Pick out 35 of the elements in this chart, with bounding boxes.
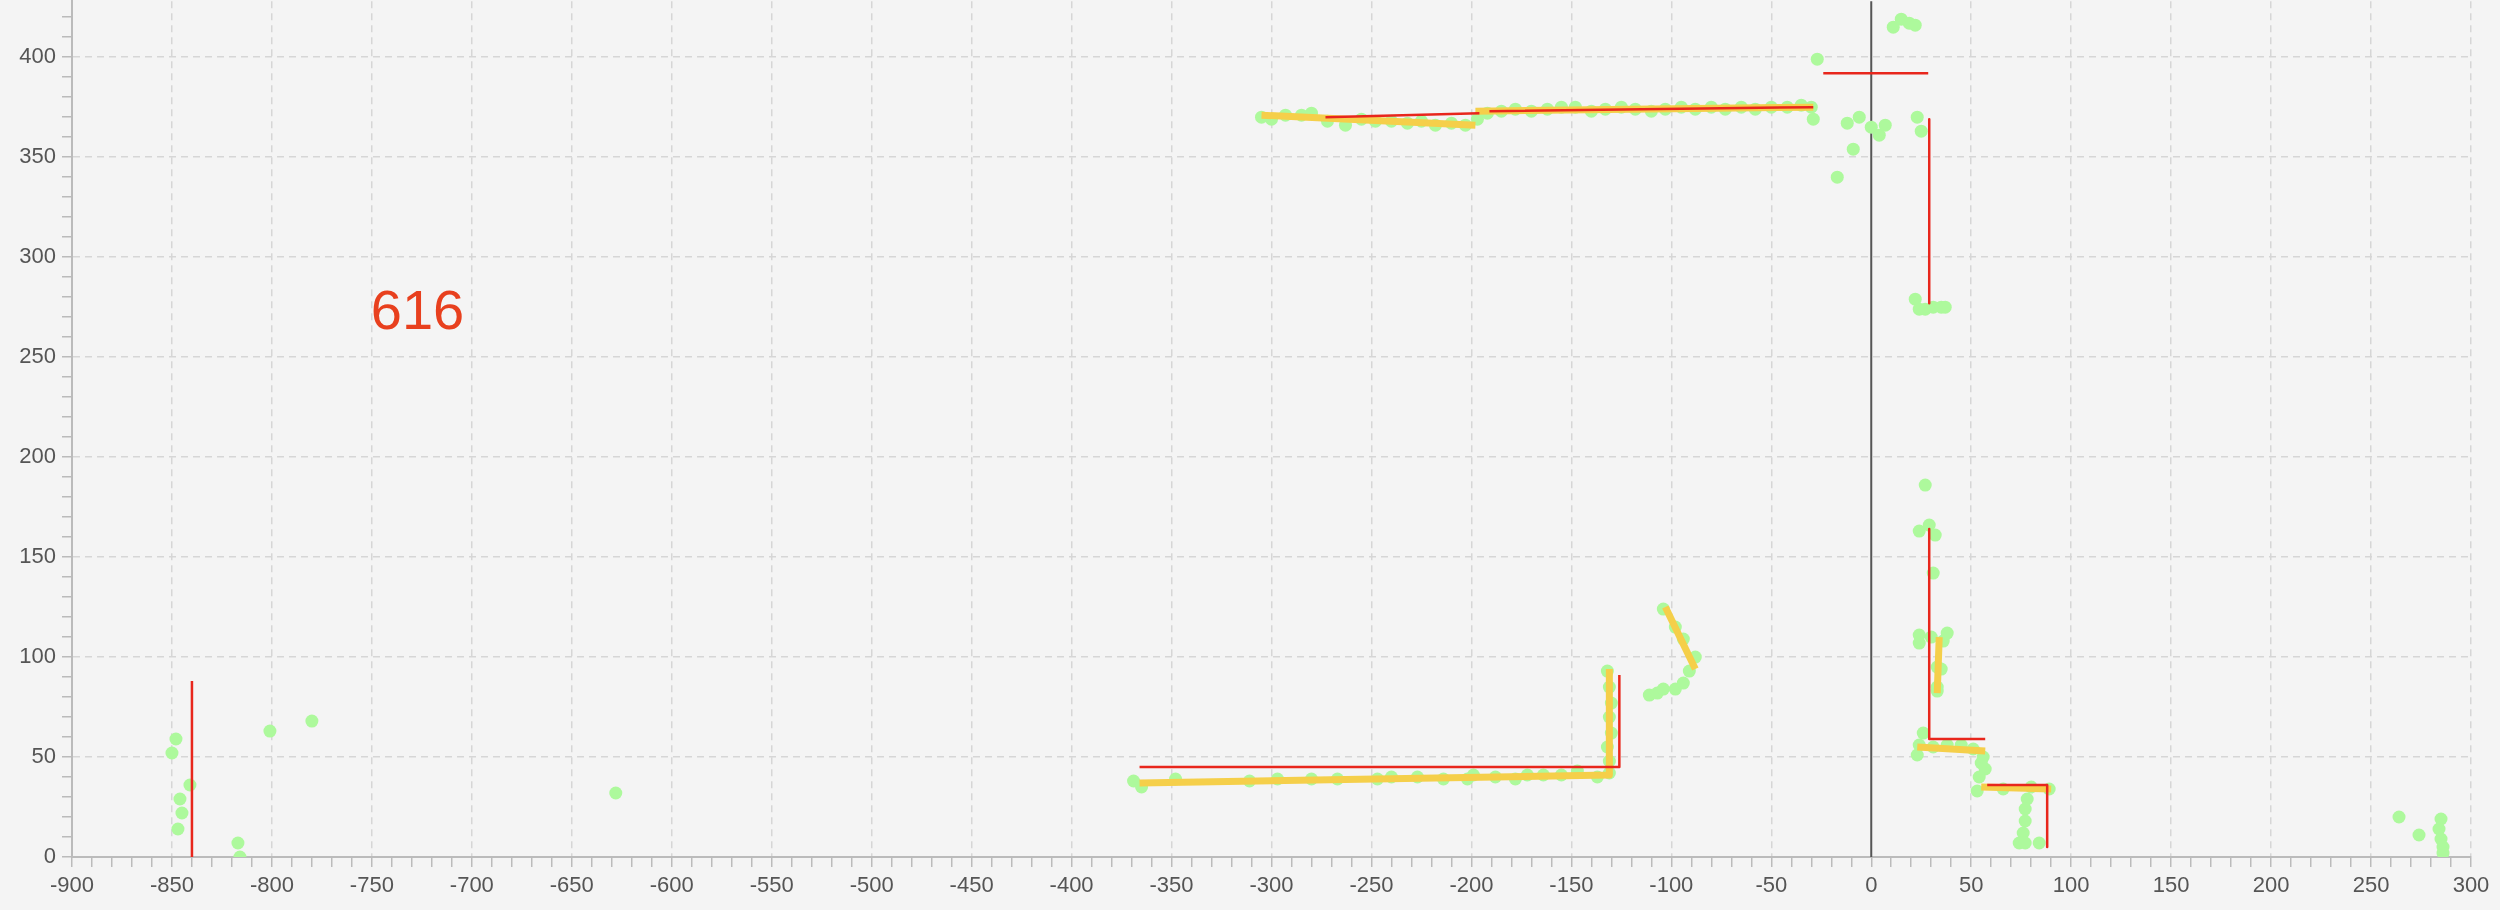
x-tick-label: 150 [2152,872,2190,898]
x-tick-label: -200 [1449,872,1494,898]
x-tick-label: -100 [1649,872,1694,898]
x-tick-label: -750 [349,872,394,898]
x-tick-label: -400 [1049,872,1094,898]
x-tick-label: -850 [149,872,194,898]
y-tick-label: 0 [43,843,56,869]
y-tick-label: 250 [19,343,56,369]
annotation: 616 [370,278,465,341]
x-tick-label: -650 [549,872,594,898]
x-tick-label: 200 [2252,872,2290,898]
x-tick-label: 300 [2452,872,2490,898]
x-tick-label: 100 [2052,872,2090,898]
x-tick-label: -450 [949,872,994,898]
y-tick-label: 150 [19,543,56,569]
x-tick-label: 50 [1958,872,1984,898]
x-tick-label: 0 [1865,872,1878,898]
x-tick-label: -900 [49,872,95,898]
y-tick-label: 400 [19,43,56,69]
x-tick-label: -150 [1549,872,1594,898]
x-tick-label: -800 [249,872,294,898]
y-tick-label: 350 [19,143,56,169]
x-tick-label: -550 [749,872,794,898]
y-tick-label: 100 [19,643,56,669]
y-tick-label: 200 [19,443,56,469]
x-tick-label: -500 [849,872,894,898]
x-tick-label: -50 [1755,872,1788,898]
y-tick-label: 50 [31,743,56,769]
x-tick-label: -700 [449,872,494,898]
x-tick-label: -600 [649,872,694,898]
x-tick-label: -300 [1249,872,1294,898]
y-tick-label: 300 [19,243,56,269]
x-tick-label: 250 [2352,872,2390,898]
x-tick-label: -350 [1149,872,1194,898]
x-tick-label: -250 [1349,872,1394,898]
